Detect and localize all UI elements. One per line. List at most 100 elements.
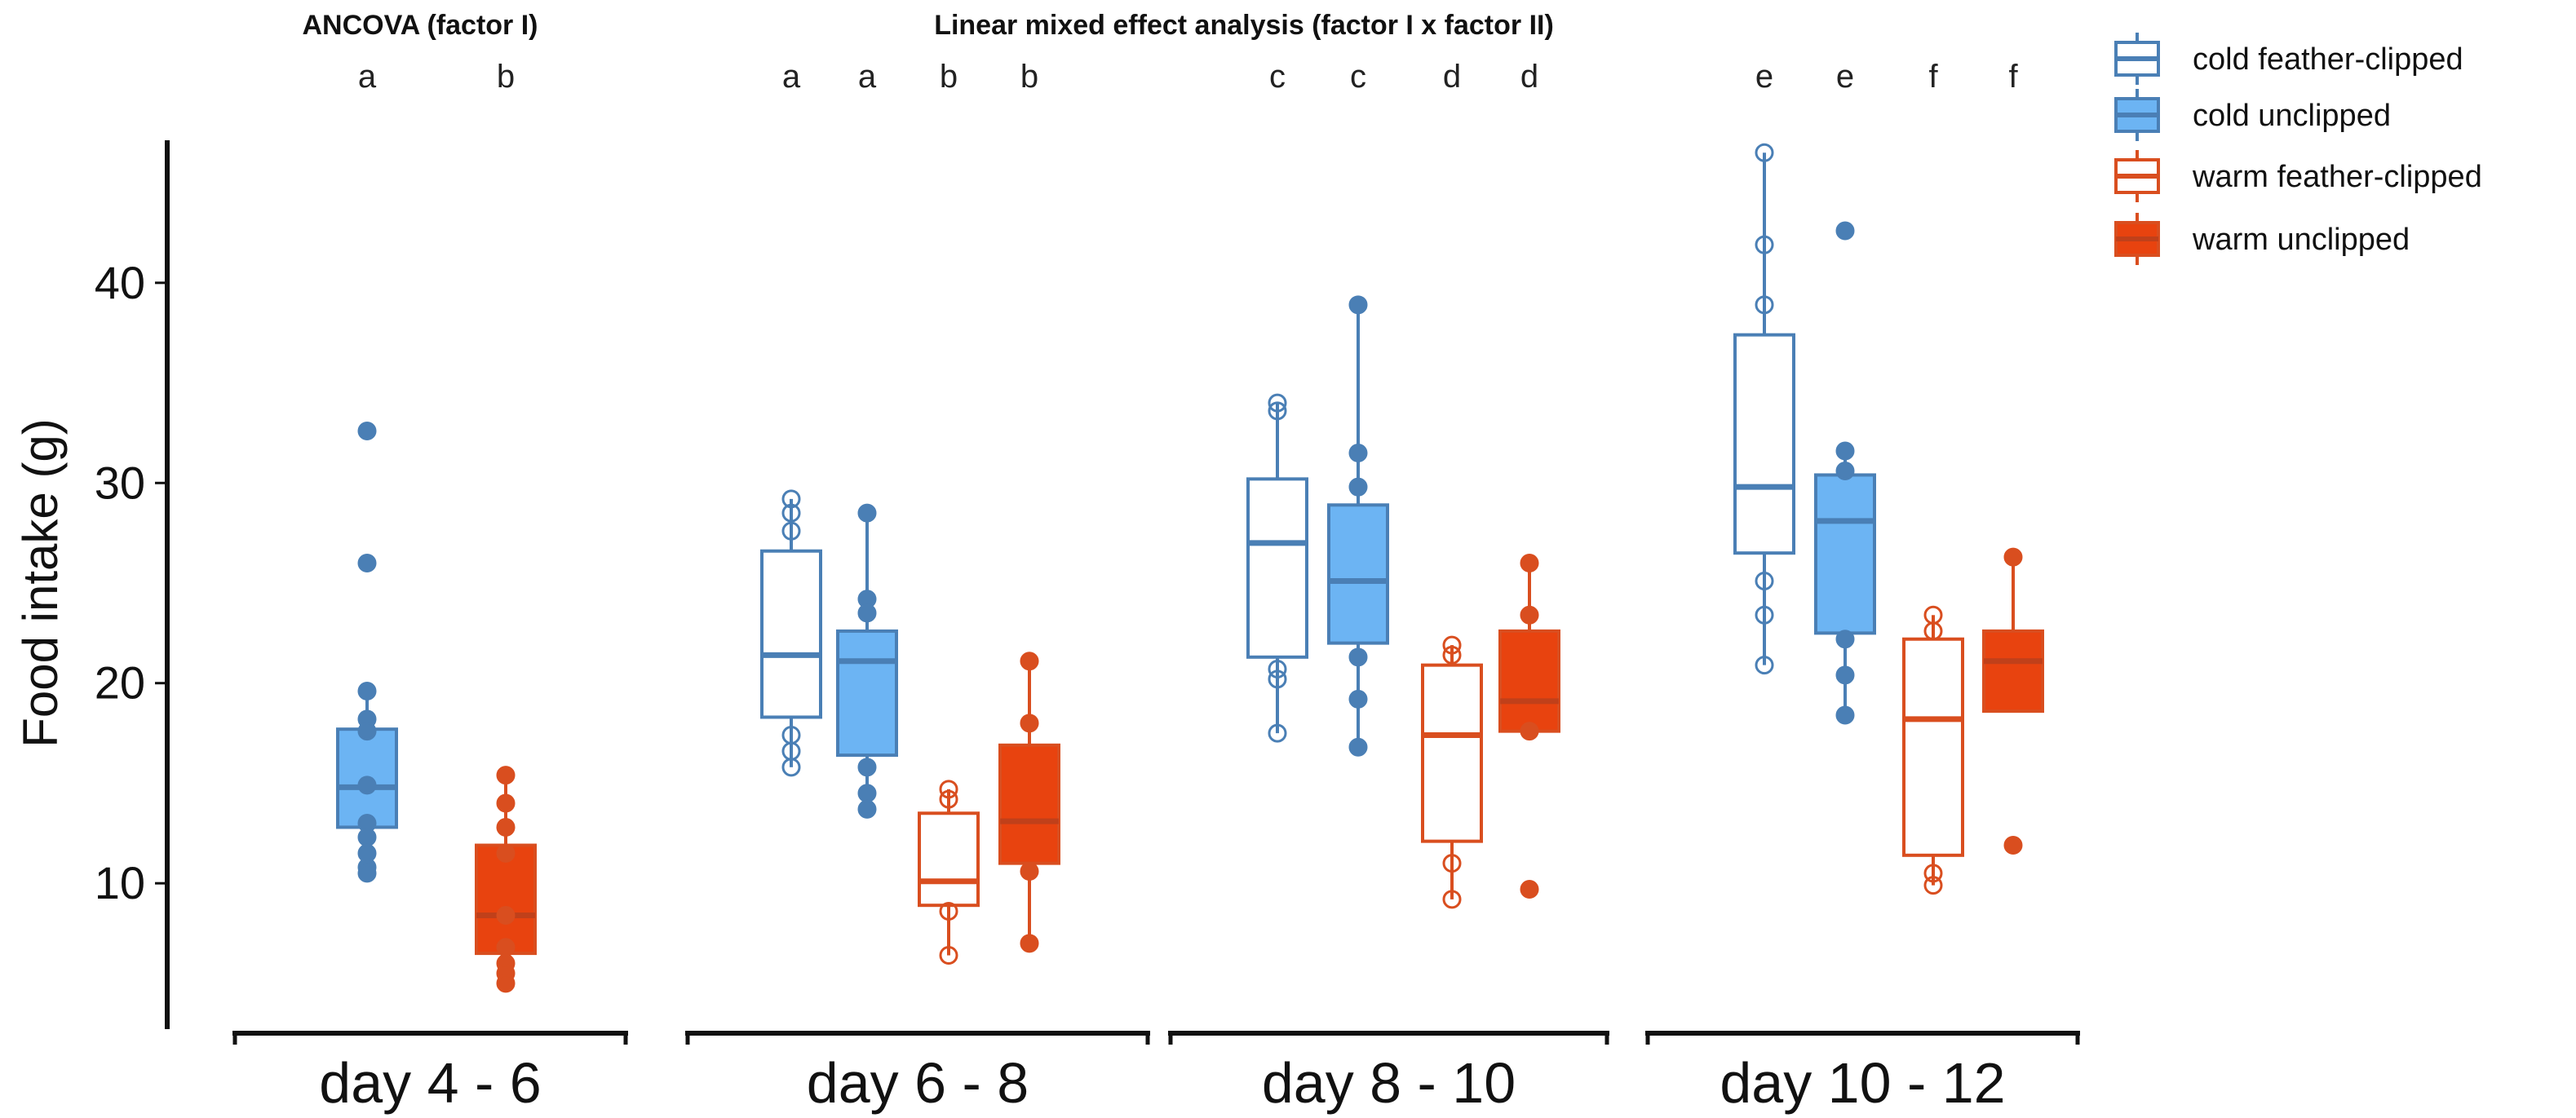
mixed-effect-title: Linear mixed effect analysis (factor I x… [934,10,1554,41]
box-cold-feather-clipped: e [1733,59,1795,675]
x-group-label: day 8 - 10 [1262,1051,1516,1115]
box-iqr [1814,473,1876,635]
data-point [939,780,958,799]
group-3: day 8 - 10 c c d d [1168,59,1609,1115]
data-point [781,758,801,777]
legend-item: warm feather-clipped [2114,150,2482,202]
box-iqr [1498,629,1560,733]
significance-letter: f [2008,59,2018,95]
significance-letter: e [1755,59,1773,95]
data-point [939,789,958,809]
data-point [781,503,801,523]
data-point [357,828,377,847]
data-point [939,946,958,966]
data-point [857,784,877,803]
data-point [1755,605,1774,625]
data-point [1923,864,1943,883]
data-point [1348,295,1368,315]
data-point [1835,462,1855,481]
data-point [1755,143,1774,162]
data-point [1755,572,1774,591]
box-warm-unclipped: b [998,59,1060,953]
box-warm-unclipped: b [475,59,537,993]
data-point [496,938,516,957]
data-point [857,758,877,777]
data-point [496,905,516,925]
significance-letter: d [1520,59,1538,95]
significance-letter: b [497,59,515,95]
data-point [496,817,516,837]
significance-letter: a [858,59,877,95]
y-axis-label: Food intake (g) [13,418,68,748]
data-point [496,843,516,863]
data-point [2003,836,2023,855]
significance-letter: b [1020,59,1038,95]
data-point [1442,890,1462,909]
data-point [357,682,377,701]
data-point [496,766,516,785]
data-point [1268,660,1287,679]
legend-item: warm unclipped [2114,213,2410,265]
data-point [1755,656,1774,675]
significance-letter: c [1269,59,1286,95]
significance-letter: b [940,59,958,95]
axes: 10 20 30 40 Food intake (g) [13,140,170,1029]
data-point [1020,652,1039,671]
data-point [1020,861,1039,881]
box-iqr [1982,629,2044,714]
data-point [496,793,516,813]
data-point [357,421,377,440]
y-tick-label: 20 [95,657,145,709]
box-warm-unclipped: d [1498,59,1560,899]
legend-label: warm unclipped [2192,223,2410,257]
significance-letter: f [1928,59,1938,95]
data-point [1520,722,1539,741]
data-point [857,799,877,819]
box-iqr [836,629,898,758]
box-cold-unclipped: a [836,59,898,819]
legend: cold feather-clipped cold unclipped warm f… [2114,33,2482,265]
box-iqr [1246,477,1308,659]
box-warm-feather-clipped: d [1421,59,1483,909]
y-tick-label: 30 [95,457,145,508]
box-cold-feather-clipped: a [760,59,822,777]
data-point [1755,235,1774,254]
data-point [1442,635,1462,655]
data-point [357,776,377,795]
data-point [1268,723,1287,743]
data-point [1348,647,1368,667]
significance-letter: a [782,59,801,95]
data-point [1348,443,1368,462]
data-point [1348,689,1368,709]
legend-item: cold unclipped [2114,89,2391,141]
legend-label: warm feather-clipped [2192,160,2482,194]
box-cold-unclipped: e [1814,59,1876,725]
data-point [1268,669,1287,689]
box-cold-unclipped: c [1327,59,1389,757]
data-point [357,553,377,572]
data-point [857,603,877,623]
data-point [1835,705,1855,725]
data-point [939,902,958,921]
box-cold-unclipped: a [336,59,398,883]
data-point [1348,737,1368,757]
x-group-label: day 4 - 6 [319,1051,541,1115]
data-point [1923,621,1943,641]
x-group-label: day 6 - 8 [807,1051,1029,1115]
significance-letter: e [1836,59,1854,95]
data-point [1520,553,1539,572]
legend-label: cold feather-clipped [2193,42,2463,77]
group-2: day 6 - 8 a a b b [685,59,1150,1115]
box-warm-unclipped: f [1982,59,2044,855]
data-point [2003,547,2023,567]
data-point [357,864,377,883]
significance-letter: d [1443,59,1461,95]
y-tick-label: 40 [95,257,145,308]
legend-label: cold unclipped [2193,99,2391,133]
y-tick-label: 10 [95,857,145,908]
box-iqr [760,549,822,719]
box-iqr [998,743,1060,865]
box-iqr [1327,503,1389,645]
data-point [1020,934,1039,953]
